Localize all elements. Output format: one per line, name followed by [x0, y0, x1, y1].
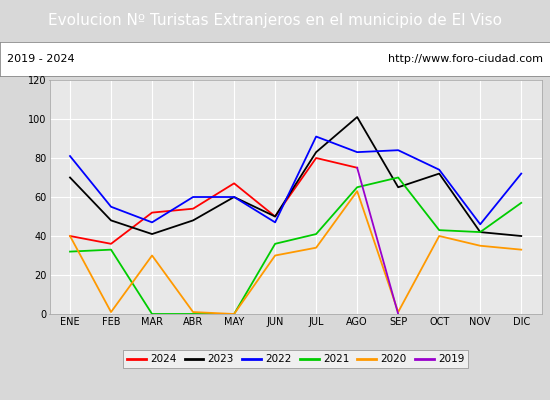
- Text: 2019 - 2024: 2019 - 2024: [7, 54, 74, 64]
- Legend: 2024, 2023, 2022, 2021, 2020, 2019: 2024, 2023, 2022, 2021, 2020, 2019: [123, 350, 469, 368]
- Text: http://www.foro-ciudad.com: http://www.foro-ciudad.com: [388, 54, 543, 64]
- Text: Evolucion Nº Turistas Extranjeros en el municipio de El Viso: Evolucion Nº Turistas Extranjeros en el …: [48, 14, 502, 28]
